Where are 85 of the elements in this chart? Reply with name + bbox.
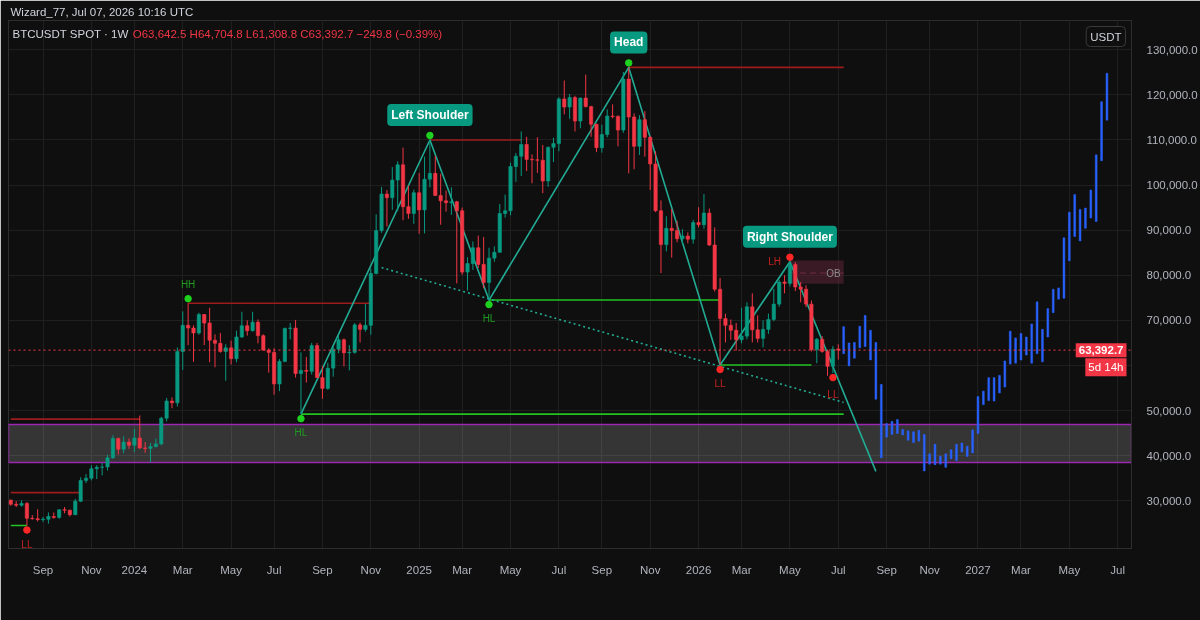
text: Wizard_77, Jul 07, 2026 10:16 UTC	[10, 5, 194, 18]
annotation: LH	[768, 256, 781, 268]
annotation: HL	[482, 313, 496, 325]
candlestick	[567, 93, 572, 120]
candlestick	[132, 428, 137, 453]
annotation: OB	[826, 267, 841, 279]
candlestick	[830, 345, 835, 374]
x-tick-label: May	[779, 563, 802, 576]
candlestick	[358, 322, 363, 343]
x-tick-label: May	[499, 563, 522, 576]
x-tick-label: Nov	[81, 563, 102, 576]
x-tick-label: 2026	[685, 563, 712, 576]
x-tick-label: Mar	[452, 563, 473, 576]
x-tick-label: Nov	[639, 563, 661, 576]
candlestick	[250, 311, 255, 333]
x-tick-label: Sep	[312, 563, 333, 576]
y-tick-label: 70,000.0	[1146, 314, 1192, 327]
y-tick-label: 120,000.0	[1146, 88, 1198, 101]
point	[184, 294, 192, 303]
point	[23, 526, 31, 534]
x-tick-label: Jul	[830, 563, 846, 576]
text: BTCUSDT SPOT · 1W	[12, 27, 129, 40]
x-tick-label: Sep	[591, 563, 613, 576]
point	[786, 253, 794, 261]
y-tick-label: 30,000.0	[1146, 494, 1192, 507]
point	[829, 373, 837, 382]
x-tick-label: Mar	[172, 563, 193, 576]
candlestick	[384, 189, 389, 228]
annotation: 5d 14h	[1088, 361, 1124, 374]
annotation: LL	[21, 538, 33, 550]
x-tick-label: Nov	[360, 563, 382, 576]
candlestick	[127, 437, 131, 450]
x-tick-label: Mar	[1011, 563, 1032, 576]
x-tick-label: 2024	[121, 563, 148, 576]
y-tick-label: 110,000.0	[1146, 133, 1197, 146]
x-tick-label: Jul	[551, 563, 567, 576]
point	[485, 300, 493, 309]
y-axis-title: USDT	[1090, 30, 1122, 43]
point	[297, 414, 305, 423]
x-tick-label: Sep	[32, 563, 54, 576]
candlestick	[787, 261, 792, 288]
candlestick	[298, 351, 303, 415]
candlestick	[664, 215, 669, 252]
y-tick-label: 40,000.0	[1146, 449, 1192, 462]
ref-line-label: 63,392.7	[1078, 344, 1124, 357]
point	[716, 365, 724, 374]
annotation: LL	[714, 377, 727, 389]
y-tick-label: 100,000.0	[1146, 179, 1198, 192]
candlestick	[170, 396, 174, 409]
y-tick-label: 50,000.0	[1146, 404, 1192, 417]
y-tick-label: 80,000.0	[1146, 269, 1192, 282]
annotation: Right Shoulder	[746, 229, 834, 244]
x-tick-label: May	[220, 563, 243, 576]
annotation: HH	[180, 279, 196, 291]
candlestick	[411, 189, 416, 225]
x-tick-label: Mar	[731, 563, 752, 576]
x-tick-label: Nov	[919, 563, 941, 576]
x-tick-label: Jul	[266, 563, 282, 576]
x-tick-label: May	[1058, 563, 1081, 576]
point	[624, 59, 633, 67]
point	[426, 131, 434, 140]
candlestick	[578, 97, 583, 129]
y-tick-label: 130,000.0	[1146, 43, 1198, 56]
candlestick	[696, 206, 701, 228]
y-tick-label: 90,000.0	[1146, 224, 1192, 237]
candlestick	[417, 172, 422, 235]
x-tick-label: Jul	[1110, 563, 1126, 576]
text: O63,642.5 H64,704.8 L61,308.8 C63,392.7 −249.8 (−0.39%)	[132, 27, 443, 40]
candlestick	[449, 186, 454, 216]
x-tick-label: Sep	[876, 563, 897, 576]
candlestick	[304, 356, 309, 384]
annotation: Left Shoulder	[391, 107, 469, 122]
candlestick	[223, 343, 228, 382]
x-tick-label: 2027	[965, 563, 991, 576]
annotation: HL	[294, 427, 308, 439]
candlestick	[691, 219, 696, 245]
candlestick	[573, 95, 577, 132]
candlestick	[196, 312, 201, 336]
annotation: LL	[827, 388, 839, 400]
candlestick	[701, 193, 706, 230]
x-tick-label: 2025	[406, 563, 432, 576]
annotation: Head	[614, 35, 644, 50]
candlestick	[562, 79, 567, 115]
candlestick	[782, 274, 787, 294]
candlestick	[814, 337, 819, 364]
